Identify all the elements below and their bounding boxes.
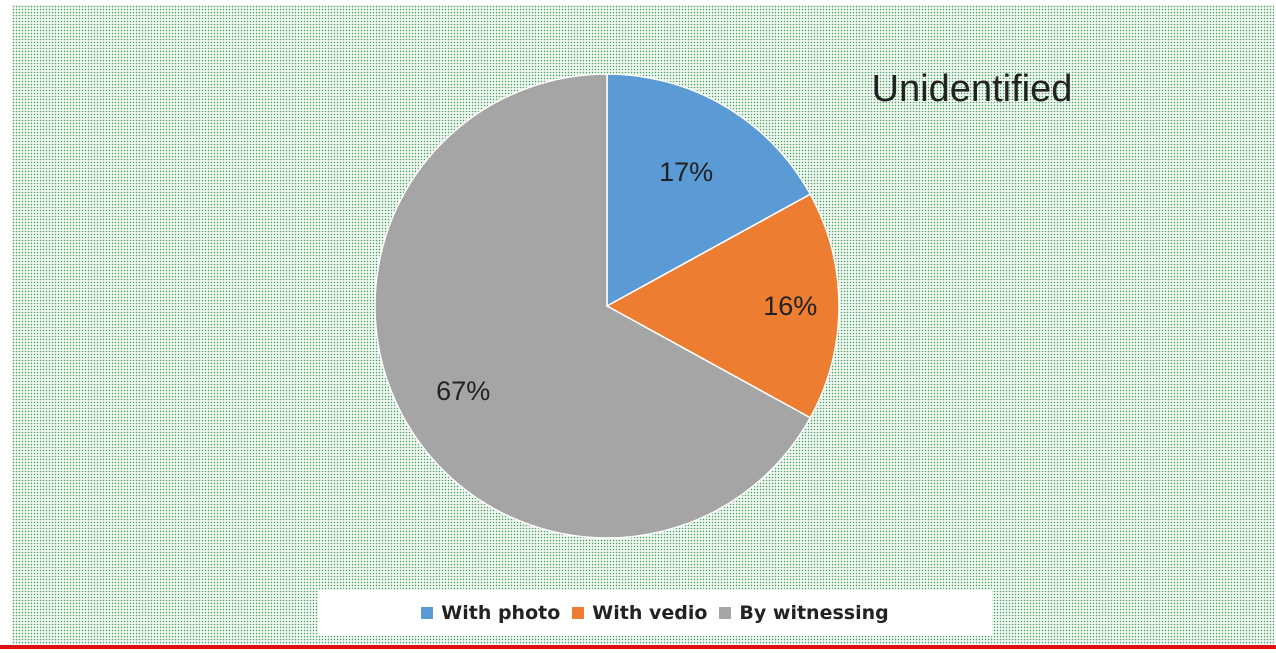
chart-title: Unidentified (872, 68, 1073, 110)
legend-swatch-by-witnessing (719, 607, 732, 619)
legend-label-with-vedio: With vedio (592, 602, 708, 624)
pie-slice-by-witnessing (374, 73, 812, 539)
pie-slice-with-vedio (605, 193, 840, 419)
legend-label-with-photo: With photo (441, 602, 561, 624)
data-label-by-witnessing: 67% (436, 376, 490, 406)
legend-swatch-with-vedio (572, 607, 585, 619)
data-label-with-vedio: 16% (763, 291, 817, 321)
chart-legend: With photo With vedio By witnessing (318, 590, 992, 636)
pie-labels: 17% 16% 67% (436, 157, 817, 406)
legend-label-by-witnessing: By witnessing (739, 602, 889, 624)
legend-item-with-vedio: With vedio (572, 602, 707, 624)
pie-slices (374, 73, 840, 539)
pie-slice-with-photo (606, 73, 812, 308)
legend-swatch-with-photo (421, 607, 434, 619)
legend-item-with-photo: With photo (421, 602, 560, 624)
bottom-border (0, 645, 1276, 649)
data-label-with-photo: 17% (659, 157, 713, 187)
legend-item-by-witnessing: By witnessing (719, 602, 889, 624)
